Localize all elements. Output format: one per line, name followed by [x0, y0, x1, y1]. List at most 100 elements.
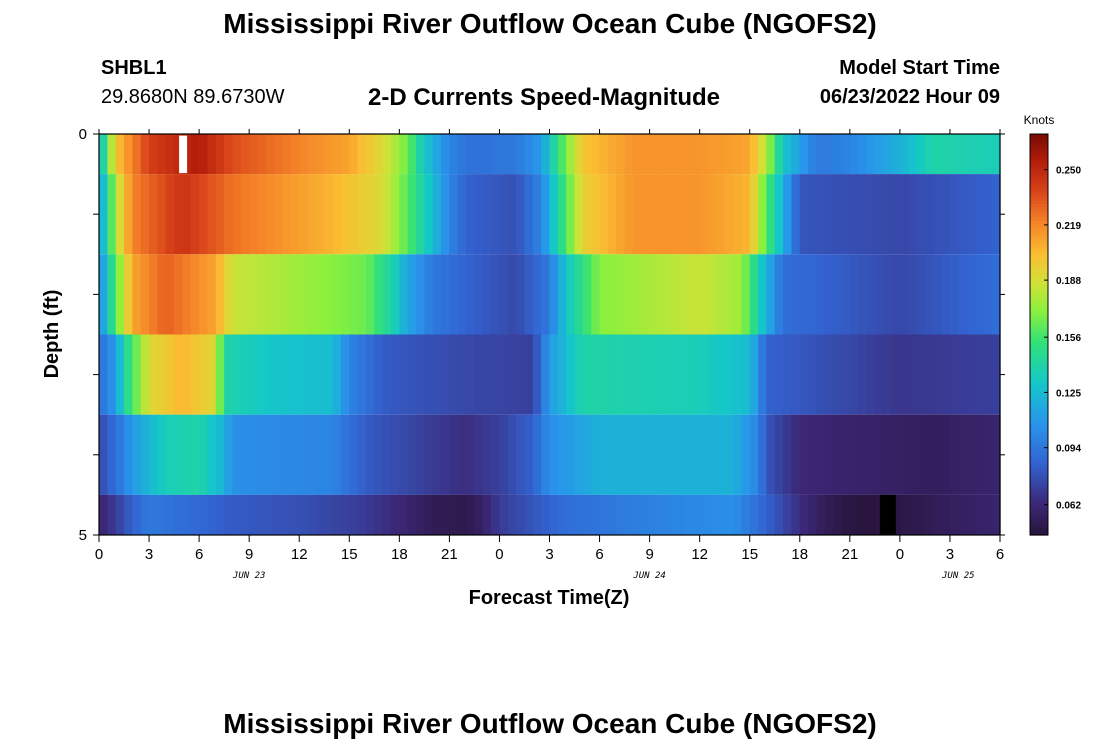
- heatmap-cell: [315, 414, 325, 495]
- heatmap-cell: [557, 134, 567, 175]
- heatmap-cell: [891, 134, 901, 175]
- heatmap-cell: [783, 334, 793, 415]
- colorbar-segment: [1030, 518, 1048, 523]
- heatmap-cell: [841, 334, 851, 415]
- heatmap-cell: [916, 414, 926, 495]
- heatmap-cell: [799, 334, 809, 415]
- heatmap-cell: [457, 494, 467, 535]
- heatmap-cell: [766, 174, 776, 255]
- heatmap-cell: [566, 334, 576, 415]
- colorbar-segment: [1030, 294, 1048, 299]
- heatmap-cell: [899, 414, 909, 495]
- heatmap-cell: [591, 134, 601, 175]
- heatmap-cell: [624, 334, 634, 415]
- heatmap-cell: [733, 414, 742, 495]
- heatmap-cell: [107, 134, 117, 175]
- heatmap-cell: [524, 174, 534, 255]
- heatmap-cell: [249, 334, 259, 415]
- heatmap-cell: [399, 254, 409, 335]
- heatmap-cell: [724, 334, 734, 415]
- colorbar-segment: [1030, 164, 1048, 169]
- heatmap-cell: [941, 334, 951, 415]
- colorbar-segment: [1030, 454, 1048, 459]
- heatmap-cell: [165, 334, 175, 415]
- heatmap-cell: [190, 134, 200, 175]
- heatmap-cell: [274, 254, 284, 335]
- heatmap-cell: [374, 494, 384, 535]
- heatmap-cell: [624, 414, 634, 495]
- heatmap-cell: [332, 254, 342, 335]
- heatmap-cell: [549, 254, 559, 335]
- colorbar-segment: [1030, 428, 1048, 433]
- heatmap-cell: [874, 494, 884, 535]
- heatmap-cell: [641, 254, 651, 335]
- heatmap-cell: [649, 494, 659, 535]
- heatmap-cell: [524, 494, 534, 535]
- x-tick-label: 6: [595, 546, 603, 563]
- heatmap-cell: [741, 174, 751, 255]
- heatmap-cell: [182, 494, 192, 535]
- heatmap-cell: [99, 414, 108, 495]
- heatmap-cell: [315, 134, 325, 175]
- heatmap-cell: [808, 334, 818, 415]
- colorbar-segment: [1030, 431, 1048, 436]
- heatmap-cell: [774, 134, 784, 175]
- heatmap-cell: [949, 254, 959, 335]
- heatmap-cell: [457, 174, 467, 255]
- heatmap-cell: [516, 174, 526, 255]
- heatmap-cell: [974, 174, 984, 255]
- heatmap-cell: [682, 134, 692, 175]
- heatmap-cell: [974, 134, 984, 175]
- heatmap-cell: [382, 414, 392, 495]
- heatmap-cell: [682, 254, 692, 335]
- colorbar-segment: [1030, 374, 1048, 379]
- colorbar-segment: [1030, 421, 1048, 426]
- heatmap-cell: [741, 254, 751, 335]
- heatmap-cell: [257, 494, 267, 535]
- heatmap-cell: [833, 494, 843, 535]
- heatmap-cell: [165, 494, 175, 535]
- heatmap-cell: [632, 174, 642, 255]
- heatmap-cell: [916, 334, 926, 415]
- colorbar-segment: [1030, 364, 1048, 369]
- heatmap-cell: [924, 134, 934, 175]
- heatmap-cell: [949, 494, 959, 535]
- heatmap-cell: [916, 134, 926, 175]
- heatmap-cell: [199, 254, 209, 335]
- heatmap-cell: [307, 134, 317, 175]
- heatmap-cell: [649, 134, 659, 175]
- heatmap-cell: [474, 134, 484, 175]
- heatmap-cell: [941, 414, 951, 495]
- heatmap-cell: [941, 134, 951, 175]
- heatmap-cell: [140, 254, 150, 335]
- heatmap-cell: [682, 174, 692, 255]
- heatmap-cell: [607, 494, 617, 535]
- heatmap-cell: [357, 414, 367, 495]
- heatmap-cell: [324, 334, 334, 415]
- heatmap-cell: [749, 254, 759, 335]
- colorbar-segment: [1030, 401, 1048, 406]
- heatmap-cell: [207, 254, 217, 335]
- heatmap-cell: [274, 494, 284, 535]
- x-tick-label: 9: [245, 546, 253, 563]
- heatmap-cell: [491, 254, 501, 335]
- heatmap-cell: [708, 414, 717, 495]
- heatmap-cell: [466, 254, 476, 335]
- heatmap-cell: [991, 174, 1001, 255]
- heatmap-cell: [507, 134, 517, 175]
- heatmap-cell: [199, 414, 209, 495]
- heatmap-cell: [566, 414, 576, 495]
- x-tick-label: 18: [391, 546, 408, 563]
- heatmap-cell: [157, 414, 167, 495]
- heatmap-cell: [691, 414, 701, 495]
- heatmap-cell: [699, 254, 709, 335]
- heatmap-cell: [441, 134, 450, 175]
- heatmap-cell: [257, 134, 267, 175]
- heatmap-cell: [249, 134, 259, 175]
- colorbar-segment: [1030, 357, 1048, 362]
- heatmap-cell: [516, 414, 526, 495]
- heatmap-cell: [157, 174, 167, 255]
- heatmap-cell: [607, 134, 617, 175]
- heatmap-cell: [582, 254, 592, 335]
- heatmap-cell: [441, 334, 450, 415]
